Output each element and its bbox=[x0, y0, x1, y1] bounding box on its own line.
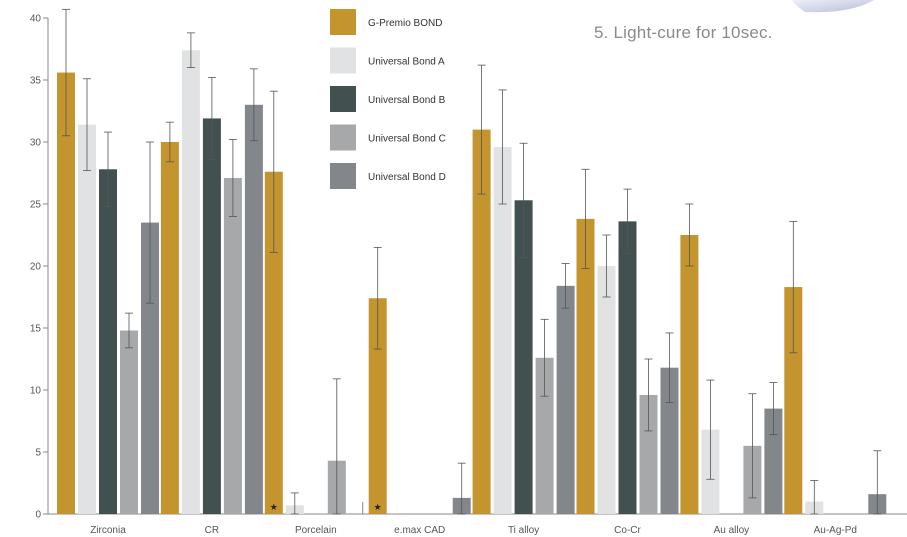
photo-fragment bbox=[792, 0, 874, 13]
y-tick-label-40: 40 bbox=[30, 14, 42, 25]
instruction-note: 5. Light-cure for 10sec. bbox=[594, 23, 773, 42]
bar-co-cr-universal-bond-a bbox=[597, 266, 616, 514]
bar-e-max-cad-g-premio-bond bbox=[368, 298, 387, 514]
y-tick-label-20: 20 bbox=[30, 262, 42, 273]
x-label-ti-alloy: Ti alloy bbox=[508, 525, 539, 536]
bar-zirconia-universal-bond-b bbox=[99, 169, 117, 514]
bar-ti-alloy-universal-bond-d bbox=[556, 285, 575, 514]
legend-label-g-premio-bond: G-Premio BOND bbox=[368, 18, 442, 29]
x-axis-labels: Zirconia CR Porcelain e.max CAD Ti alloy Co-C… bbox=[90, 525, 857, 536]
x-label-e-max-cad: e.max CAD bbox=[394, 525, 445, 536]
bar-cr-universal-bond-b bbox=[202, 118, 221, 514]
corner-photo-decoration bbox=[792, 0, 874, 13]
bar-ti-alloy-universal-bond-c bbox=[535, 357, 554, 514]
bar-cr-universal-bond-c bbox=[223, 177, 242, 514]
bar-ti-alloy-universal-bond-b bbox=[514, 200, 533, 514]
y-tick-label-0: 0 bbox=[35, 510, 41, 521]
bar-zirconia-g-premio-bond bbox=[57, 72, 75, 514]
bar-ti-alloy-g-premio-bond bbox=[472, 129, 491, 514]
x-label-au-ag-pd: Au-Ag-Pd bbox=[814, 525, 857, 536]
y-tick-label-5: 5 bbox=[35, 448, 41, 459]
star-marker-e-max-cad: ★ bbox=[374, 503, 382, 513]
x-label-au-alloy: Au alloy bbox=[714, 525, 750, 536]
y-axis-ticks: 0 5 10 15 20 25 30 35 40 bbox=[30, 14, 48, 521]
bar-cr-g-premio-bond bbox=[160, 142, 179, 514]
y-tick-label-25: 25 bbox=[30, 200, 42, 211]
legend-swatch-g-premio-bond bbox=[330, 9, 356, 35]
y-tick-label-15: 15 bbox=[30, 324, 42, 335]
x-label-zirconia: Zirconia bbox=[90, 525, 126, 536]
legend-label-universal-bond-b: Universal Bond B bbox=[368, 95, 446, 106]
y-tick-label-30: 30 bbox=[30, 138, 42, 149]
x-label-porcelain: Porcelain bbox=[295, 525, 337, 536]
bar-co-cr-universal-bond-b bbox=[618, 221, 637, 515]
bar-zirconia-universal-bond-a bbox=[78, 124, 96, 514]
bar-zirconia-universal-bond-c bbox=[120, 330, 138, 514]
bar-zirconia-universal-bond-d bbox=[141, 222, 159, 514]
bar-ti-alloy-universal-bond-a bbox=[493, 146, 512, 514]
legend-swatch-universal-bond-c bbox=[330, 124, 356, 151]
star-marker-porcelain: ★ bbox=[270, 503, 278, 513]
y-tick-label-10: 10 bbox=[30, 386, 42, 397]
bar-cr-universal-bond-d bbox=[244, 104, 263, 515]
legend-label-universal-bond-a: Universal Bond A bbox=[368, 57, 445, 68]
legend-label-universal-bond-c: Universal Bond C bbox=[368, 134, 446, 145]
bar-co-cr-universal-bond-d bbox=[660, 367, 679, 514]
legend-swatch-universal-bond-b bbox=[330, 86, 356, 112]
legend-swatch-universal-bond-a bbox=[330, 47, 356, 74]
bar-cr-universal-bond-a bbox=[181, 50, 200, 515]
bar-au-alloy-g-premio-bond bbox=[680, 235, 699, 514]
legend-swatch-universal-bond-d bbox=[330, 163, 356, 189]
x-label-co-cr: Co-Cr bbox=[614, 525, 641, 536]
error-bars bbox=[62, 8, 882, 515]
x-label-cr: CR bbox=[205, 525, 219, 536]
bars: ★ ★ bbox=[57, 50, 887, 515]
y-tick-label-35: 35 bbox=[30, 76, 42, 87]
bar-au-ag-pd-g-premio-bond bbox=[784, 287, 803, 514]
legend-label-universal-bond-d: Universal Bond D bbox=[368, 172, 446, 183]
bar-au-alloy-universal-bond-d bbox=[764, 408, 783, 514]
bar-co-cr-universal-bond-c bbox=[639, 394, 658, 514]
bar-porcelain-g-premio-bond bbox=[264, 171, 283, 514]
legend: G-Premio BOND Universal Bond A Universal B… bbox=[330, 9, 446, 189]
bar-co-cr-g-premio-bond bbox=[576, 218, 595, 514]
